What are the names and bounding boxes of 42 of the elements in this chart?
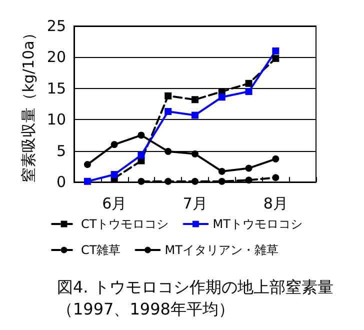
point — [245, 164, 252, 172]
y-tick-label: 5 — [56, 142, 66, 160]
y-tick-label: 25 — [46, 17, 66, 35]
point — [164, 108, 172, 115]
text: 図4. トウモロコシ作期の地上部窒素量 — [57, 278, 334, 296]
point — [110, 171, 118, 178]
point — [245, 88, 252, 96]
x-tick-label: 6月 — [102, 194, 127, 212]
point — [192, 178, 198, 185]
point — [218, 168, 226, 175]
x-tick-label: 7月 — [182, 194, 208, 212]
point — [218, 178, 226, 185]
point — [272, 155, 280, 162]
y-tick-label: 10 — [46, 110, 66, 129]
legend-label: CT雑草 — [81, 243, 121, 257]
point — [84, 178, 91, 185]
point — [138, 178, 145, 185]
point — [84, 161, 91, 168]
point — [192, 96, 198, 104]
point — [272, 174, 280, 182]
text: （1997、1998年平均） — [57, 300, 234, 318]
y-tick-label: 15 — [46, 79, 66, 98]
legend-label: MTイタリアン・雑草 — [164, 243, 278, 257]
point — [245, 80, 252, 87]
point — [164, 92, 172, 100]
point — [245, 176, 252, 184]
legend-label: CTトウモロコシ — [81, 217, 169, 231]
y-tick-label: 0 — [56, 173, 66, 191]
point — [272, 54, 280, 62]
point — [164, 178, 172, 185]
point — [192, 150, 198, 158]
point — [164, 148, 172, 155]
point — [272, 47, 280, 54]
legend-label: MTトウモロコシ — [212, 217, 302, 231]
point — [218, 94, 226, 101]
point — [110, 141, 118, 148]
y-axis-title: 窒素吸収量（kg/10a） — [20, 26, 38, 182]
y-tick-label: 20 — [46, 48, 66, 66]
point — [192, 112, 198, 119]
x-tick-label: 8月 — [263, 194, 288, 212]
point — [138, 152, 145, 159]
point — [138, 132, 145, 139]
